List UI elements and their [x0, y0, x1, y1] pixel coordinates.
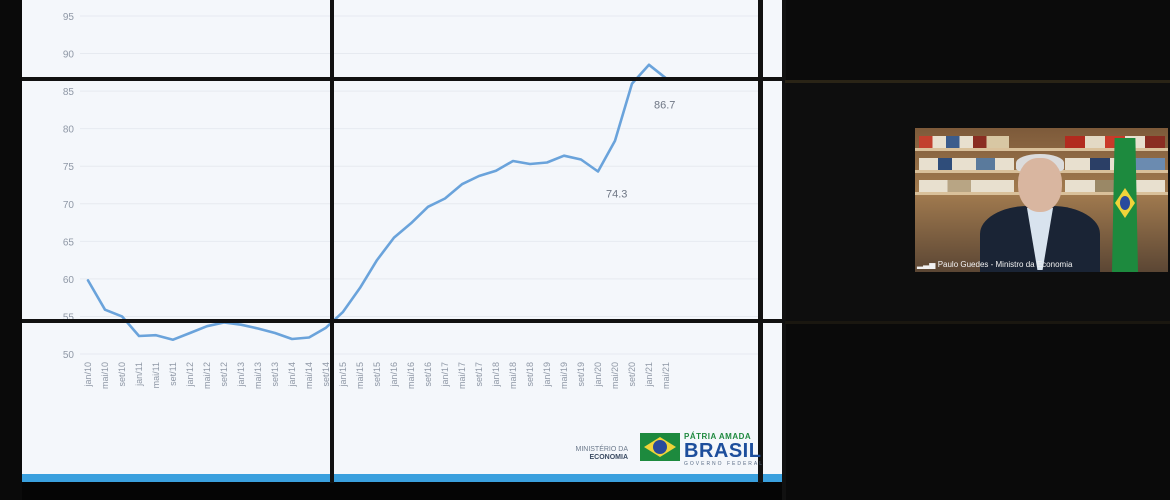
flag-globe: [1120, 196, 1130, 210]
x-tick-label: set/19: [576, 362, 586, 387]
data-label: 74.3: [606, 188, 627, 200]
books: [919, 158, 1014, 170]
x-tick-label: mai/16: [406, 362, 416, 389]
x-tick-label: mai/17: [457, 362, 467, 389]
gridlines: [80, 15, 758, 355]
bookshelf: [915, 148, 1168, 151]
logo-sub-text: GOVERNO FEDERAL: [684, 461, 765, 467]
video-caption: ▂▃▅ Paulo Guedes - Ministro da Economia: [917, 260, 1072, 272]
books: [919, 136, 1009, 148]
x-tick-label: mai/13: [253, 362, 263, 389]
signal-bars-icon: ▂▃▅: [917, 260, 938, 269]
x-tick-label: set/15: [372, 362, 382, 387]
x-tick-label: jan/17: [440, 362, 450, 388]
x-tick-label: mai/20: [610, 362, 620, 389]
y-tick-label: 55: [63, 312, 75, 323]
x-tick-label: jan/15: [338, 362, 348, 388]
x-tick-label: set/10: [117, 362, 127, 387]
y-tick-label: 65: [63, 237, 75, 248]
ministry-line1: MINISTÉRIO DA: [575, 446, 628, 453]
x-tick-label: mai/11: [151, 362, 161, 388]
logo-top-text: PÁTRIA AMADA: [684, 432, 752, 441]
y-tick-label: 95: [63, 12, 75, 23]
y-axis-ticks: 50 55 60 65 70 75 80 85 90 95: [63, 12, 75, 361]
government-flag-icon: [640, 433, 680, 461]
x-tick-label: mai/21: [661, 362, 671, 389]
x-tick-label: jan/11: [134, 362, 144, 387]
y-tick-label: 90: [63, 50, 75, 61]
annotations-layer: 74.3 86.7: [606, 99, 675, 200]
x-axis-ticks: jan/10 mai/10 set/10 jan/11 mai/11 set/11 jan/…: [83, 362, 671, 389]
x-tick-label: jan/20: [593, 362, 603, 388]
government-logo: PÁTRIA AMADA BRASIL GOVERNO FEDERAL: [684, 432, 764, 467]
x-tick-label: mai/12: [202, 362, 212, 389]
x-tick-label: set/13: [270, 362, 280, 387]
x-tick-label: jan/18: [491, 362, 501, 388]
x-tick-label: jan/12: [185, 362, 195, 388]
x-tick-label: set/17: [474, 362, 484, 387]
y-tick-label: 60: [63, 275, 75, 286]
x-tick-label: mai/10: [100, 362, 110, 389]
x-tick-label: jan/21: [644, 362, 654, 388]
series-line: [86, 63, 668, 342]
video-call-feed: [915, 128, 1168, 272]
data-label: 86.7: [654, 99, 675, 111]
x-tick-label: set/18: [525, 362, 535, 387]
books: [919, 180, 1014, 192]
x-tick-label: mai/14: [304, 362, 314, 389]
x-tick-label: set/16: [423, 362, 433, 387]
x-tick-label: jan/16: [389, 362, 399, 388]
y-tick-label: 80: [63, 125, 75, 136]
x-tick-label: set/11: [168, 362, 178, 386]
y-tick-label: 50: [63, 350, 75, 361]
x-tick-label: set/12: [219, 362, 229, 387]
screen-bezels: [22, 0, 1170, 500]
ministry-logo: MINISTÉRIO DA ECONOMIA: [556, 446, 628, 462]
speaker-head: [1018, 158, 1062, 212]
x-tick-label: mai/15: [355, 362, 365, 389]
x-tick-label: mai/18: [508, 362, 518, 389]
y-tick-label: 70: [63, 200, 75, 211]
x-tick-label: jan/13: [236, 362, 246, 388]
x-tick-label: set/20: [627, 362, 637, 387]
series-layer: [86, 63, 668, 342]
x-tick-label: jan/19: [542, 362, 552, 388]
y-tick-label: 85: [63, 87, 75, 98]
x-tick-label: set/14: [321, 362, 331, 387]
x-tick-label: jan/10: [83, 362, 93, 388]
video-caption-text: Paulo Guedes - Ministro da Economia: [937, 260, 1073, 269]
logo-main-text: BRASIL: [684, 440, 762, 462]
ministry-line2: ECONOMIA: [589, 454, 629, 461]
x-tick-label: jan/14: [287, 362, 297, 388]
y-tick-label: 75: [63, 162, 75, 173]
x-tick-label: mai/19: [559, 362, 569, 389]
